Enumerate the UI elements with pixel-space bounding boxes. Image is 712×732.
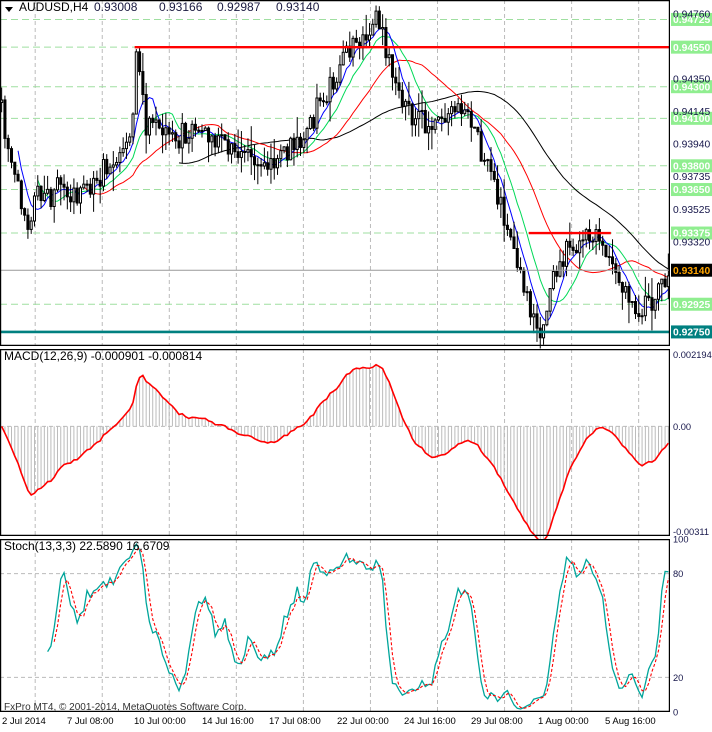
svg-text:0.94760: 0.94760 — [673, 10, 710, 21]
svg-text:0.94145: 0.94145 — [673, 107, 710, 118]
svg-text:MACD(12,26,9) -0.000901 -0.000: MACD(12,26,9) -0.000901 -0.000814 — [4, 349, 202, 363]
svg-text:0.92750: 0.92750 — [673, 328, 710, 339]
svg-text:17 Jul 08:00: 17 Jul 08:00 — [269, 716, 321, 727]
svg-text:0.002194: 0.002194 — [673, 350, 712, 360]
svg-text:5 Aug 16:00: 5 Aug 16:00 — [605, 716, 656, 727]
svg-text:80: 80 — [673, 569, 683, 579]
svg-text:0.92987: 0.92987 — [217, 0, 261, 14]
svg-text:7 Jul 08:00: 7 Jul 08:00 — [67, 716, 113, 727]
svg-text:14 Jul 16:00: 14 Jul 16:00 — [202, 716, 254, 727]
svg-text:100: 100 — [673, 535, 689, 545]
svg-text:AUDUSD,H4: AUDUSD,H4 — [19, 0, 89, 14]
svg-text:0: 0 — [673, 708, 678, 718]
svg-text:10 Jul 00:00: 10 Jul 00:00 — [134, 716, 186, 727]
svg-text:0.93650: 0.93650 — [673, 185, 710, 196]
svg-text:Stoch(13,3,3) 22.5890 16.6709: Stoch(13,3,3) 22.5890 16.6709 — [4, 539, 170, 553]
svg-text:0.93735: 0.93735 — [673, 172, 710, 183]
svg-text:0.93166: 0.93166 — [159, 0, 203, 14]
svg-text:2 Jul 2014: 2 Jul 2014 — [2, 716, 46, 727]
svg-text:0.94550: 0.94550 — [673, 43, 710, 54]
svg-text:0.93525: 0.93525 — [673, 205, 710, 216]
svg-text:0.93008: 0.93008 — [94, 0, 138, 14]
svg-text:24 Jul 16:00: 24 Jul 16:00 — [404, 716, 456, 727]
svg-text:0.92925: 0.92925 — [673, 300, 710, 311]
svg-text:0.93140: 0.93140 — [673, 266, 710, 277]
svg-text:FxPro MT4, © 2001-2014, MetaQu: FxPro MT4, © 2001-2014, MetaQuotes Softw… — [4, 702, 246, 713]
svg-text:29 Jul 08:00: 29 Jul 08:00 — [471, 716, 523, 727]
svg-text:0.00: 0.00 — [673, 422, 691, 432]
svg-text:1 Aug 00:00: 1 Aug 00:00 — [538, 716, 589, 727]
svg-text:0.94350: 0.94350 — [673, 74, 710, 85]
svg-text:20: 20 — [673, 673, 683, 683]
svg-text:0.93140: 0.93140 — [276, 0, 320, 14]
svg-text:0.93320: 0.93320 — [673, 237, 710, 248]
svg-text:22 Jul 00:00: 22 Jul 00:00 — [337, 716, 389, 727]
svg-text:0.93940: 0.93940 — [673, 139, 710, 150]
